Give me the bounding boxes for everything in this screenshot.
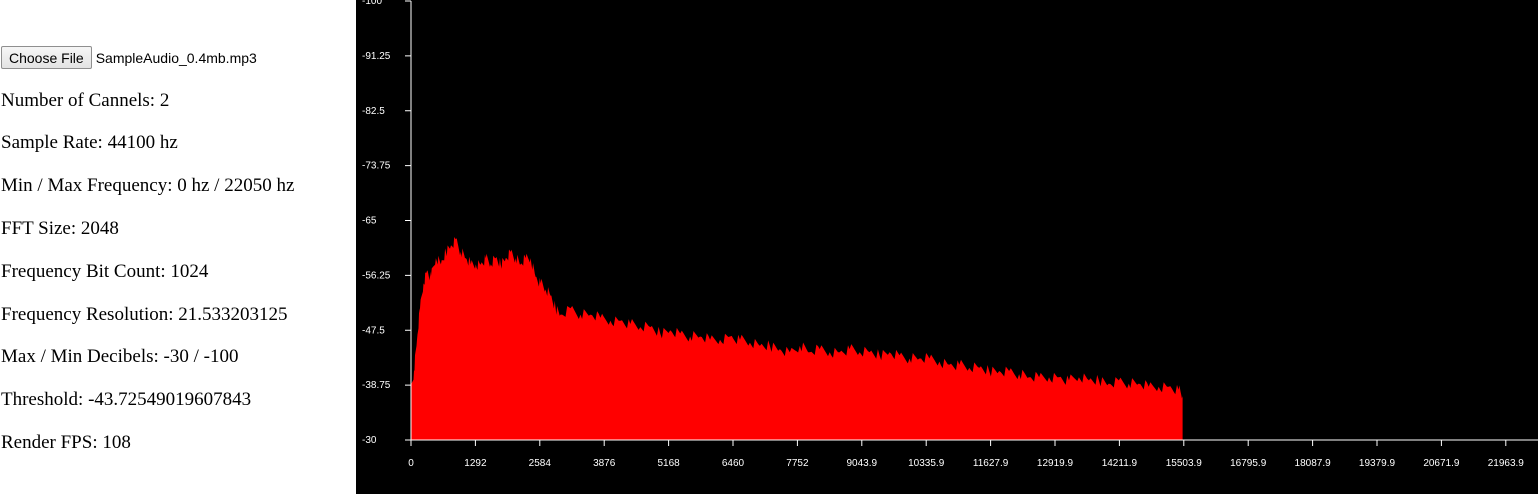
- x-tick-label: 18087.9: [1295, 458, 1332, 469]
- frequency-range: Min / Max Frequency: 0 hz / 22050 hz: [1, 175, 295, 196]
- info-panel: Choose File SampleAudio_0.4mb.mp3 Number…: [0, 0, 356, 494]
- y-tick-label: -73.75: [362, 161, 391, 172]
- x-tick-label: 5168: [657, 458, 680, 469]
- render-fps: Render FPS: 108: [1, 432, 131, 453]
- channel-count: Number of Cannels: 2: [1, 90, 170, 111]
- x-tick-label: 1292: [464, 458, 487, 469]
- threshold: Threshold: -43.72549019607843: [1, 389, 252, 410]
- fft-size: FFT Size: 2048: [1, 218, 119, 239]
- x-tick-label: 7752: [786, 458, 809, 469]
- y-tick-label: -47.5: [362, 325, 385, 336]
- x-tick-label: 11627.9: [973, 458, 1009, 469]
- x-tick-label: 2584: [529, 458, 552, 469]
- spectrum-chart: -100 -91.25 -82.5 -73.75 -65 -56.25 -47.5 -38.7…: [356, 0, 1538, 494]
- frequency-bit-count: Frequency Bit Count: 1024: [1, 261, 209, 282]
- y-tick-label: -100: [362, 0, 382, 7]
- selected-file-name: SampleAudio_0.4mb.mp3: [95, 49, 257, 66]
- x-tick-label: 19379.9: [1359, 458, 1396, 469]
- x-tick-label: 3876: [593, 458, 616, 469]
- y-tick-label: -82.5: [362, 106, 385, 117]
- y-tick-label: -65: [362, 216, 377, 227]
- y-tick-label: -30: [362, 435, 377, 446]
- x-tick-label: 14211.9: [1102, 458, 1138, 469]
- spectrum-area: [411, 237, 1183, 440]
- x-tick-label: 9043.9: [847, 458, 878, 469]
- y-tick-label: -91.25: [362, 51, 391, 62]
- spectrum-canvas: -100 -91.25 -82.5 -73.75 -65 -56.25 -47.5 -38.7…: [362, 0, 1538, 469]
- decibel-range: Max / Min Decibels: -30 / -100: [1, 346, 239, 367]
- x-tick-label: 10335.9: [908, 458, 945, 469]
- sample-rate: Sample Rate: 44100 hz: [1, 132, 178, 153]
- y-tick-label: -38.75: [362, 380, 391, 391]
- x-tick-label: 15503.9: [1166, 458, 1203, 469]
- x-tick-label: 0: [408, 458, 414, 469]
- file-input[interactable]: Choose File SampleAudio_0.4mb.mp3: [1, 46, 257, 69]
- x-tick-label: 20671.9: [1423, 458, 1460, 469]
- x-tick-label: 21963.9: [1488, 458, 1525, 469]
- x-tick-label: 16795.9: [1230, 458, 1267, 469]
- x-tick-label: 12919.9: [1037, 458, 1074, 469]
- frequency-resolution: Frequency Resolution: 21.533203125: [1, 304, 288, 325]
- choose-file-button[interactable]: Choose File: [1, 46, 92, 69]
- x-tick-label: 6460: [722, 458, 745, 469]
- y-tick-label: -56.25: [362, 270, 391, 281]
